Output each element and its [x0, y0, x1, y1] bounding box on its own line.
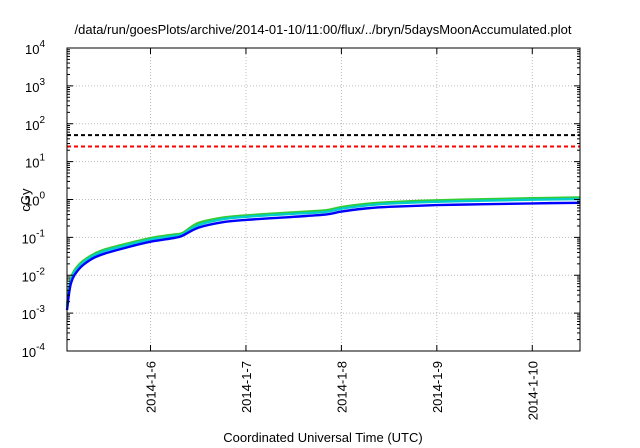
x-tick-label: 2014-1-6	[144, 361, 159, 413]
grid-lines	[67, 48, 580, 351]
series-line	[65, 201, 581, 311]
x-axis-ticks: 2014-1-6 2014-1-7 2014-1-8 2014-1-9 2014-1-1…	[144, 48, 540, 420]
x-tick-label: 2014-1-9	[430, 361, 445, 413]
y-tick-label: 10-4	[22, 342, 46, 360]
x-tick-label: 2014-1-8	[334, 361, 349, 413]
y-tick-label: 10-2	[22, 266, 46, 284]
series-lines	[65, 196, 581, 311]
threshold-lines	[67, 134, 580, 148]
series-line	[65, 196, 581, 305]
y-tick-label: 101	[25, 153, 45, 171]
x-tick-label: 2014-1-10	[525, 361, 540, 420]
x-axis-label: Coordinated Universal Time (UTC)	[223, 430, 422, 445]
chart-title: /data/run/goesPlots/archive/2014-01-10/1…	[75, 22, 572, 37]
y-tick-label: 10-3	[22, 304, 46, 322]
y-tick-label: 100	[25, 191, 45, 209]
y-tick-label: 10-1	[22, 228, 46, 246]
y-axis-label: cGy	[18, 188, 33, 212]
series-line	[65, 197, 581, 307]
y-tick-label: 102	[25, 115, 45, 133]
y-axis-ticks: 10-4 10-3 10-2 10-1 100 101 102 103 104	[22, 39, 580, 360]
x-tick-label: 2014-1-7	[239, 361, 254, 413]
y-tick-label: 103	[25, 77, 45, 95]
y-tick-label: 104	[25, 39, 45, 57]
